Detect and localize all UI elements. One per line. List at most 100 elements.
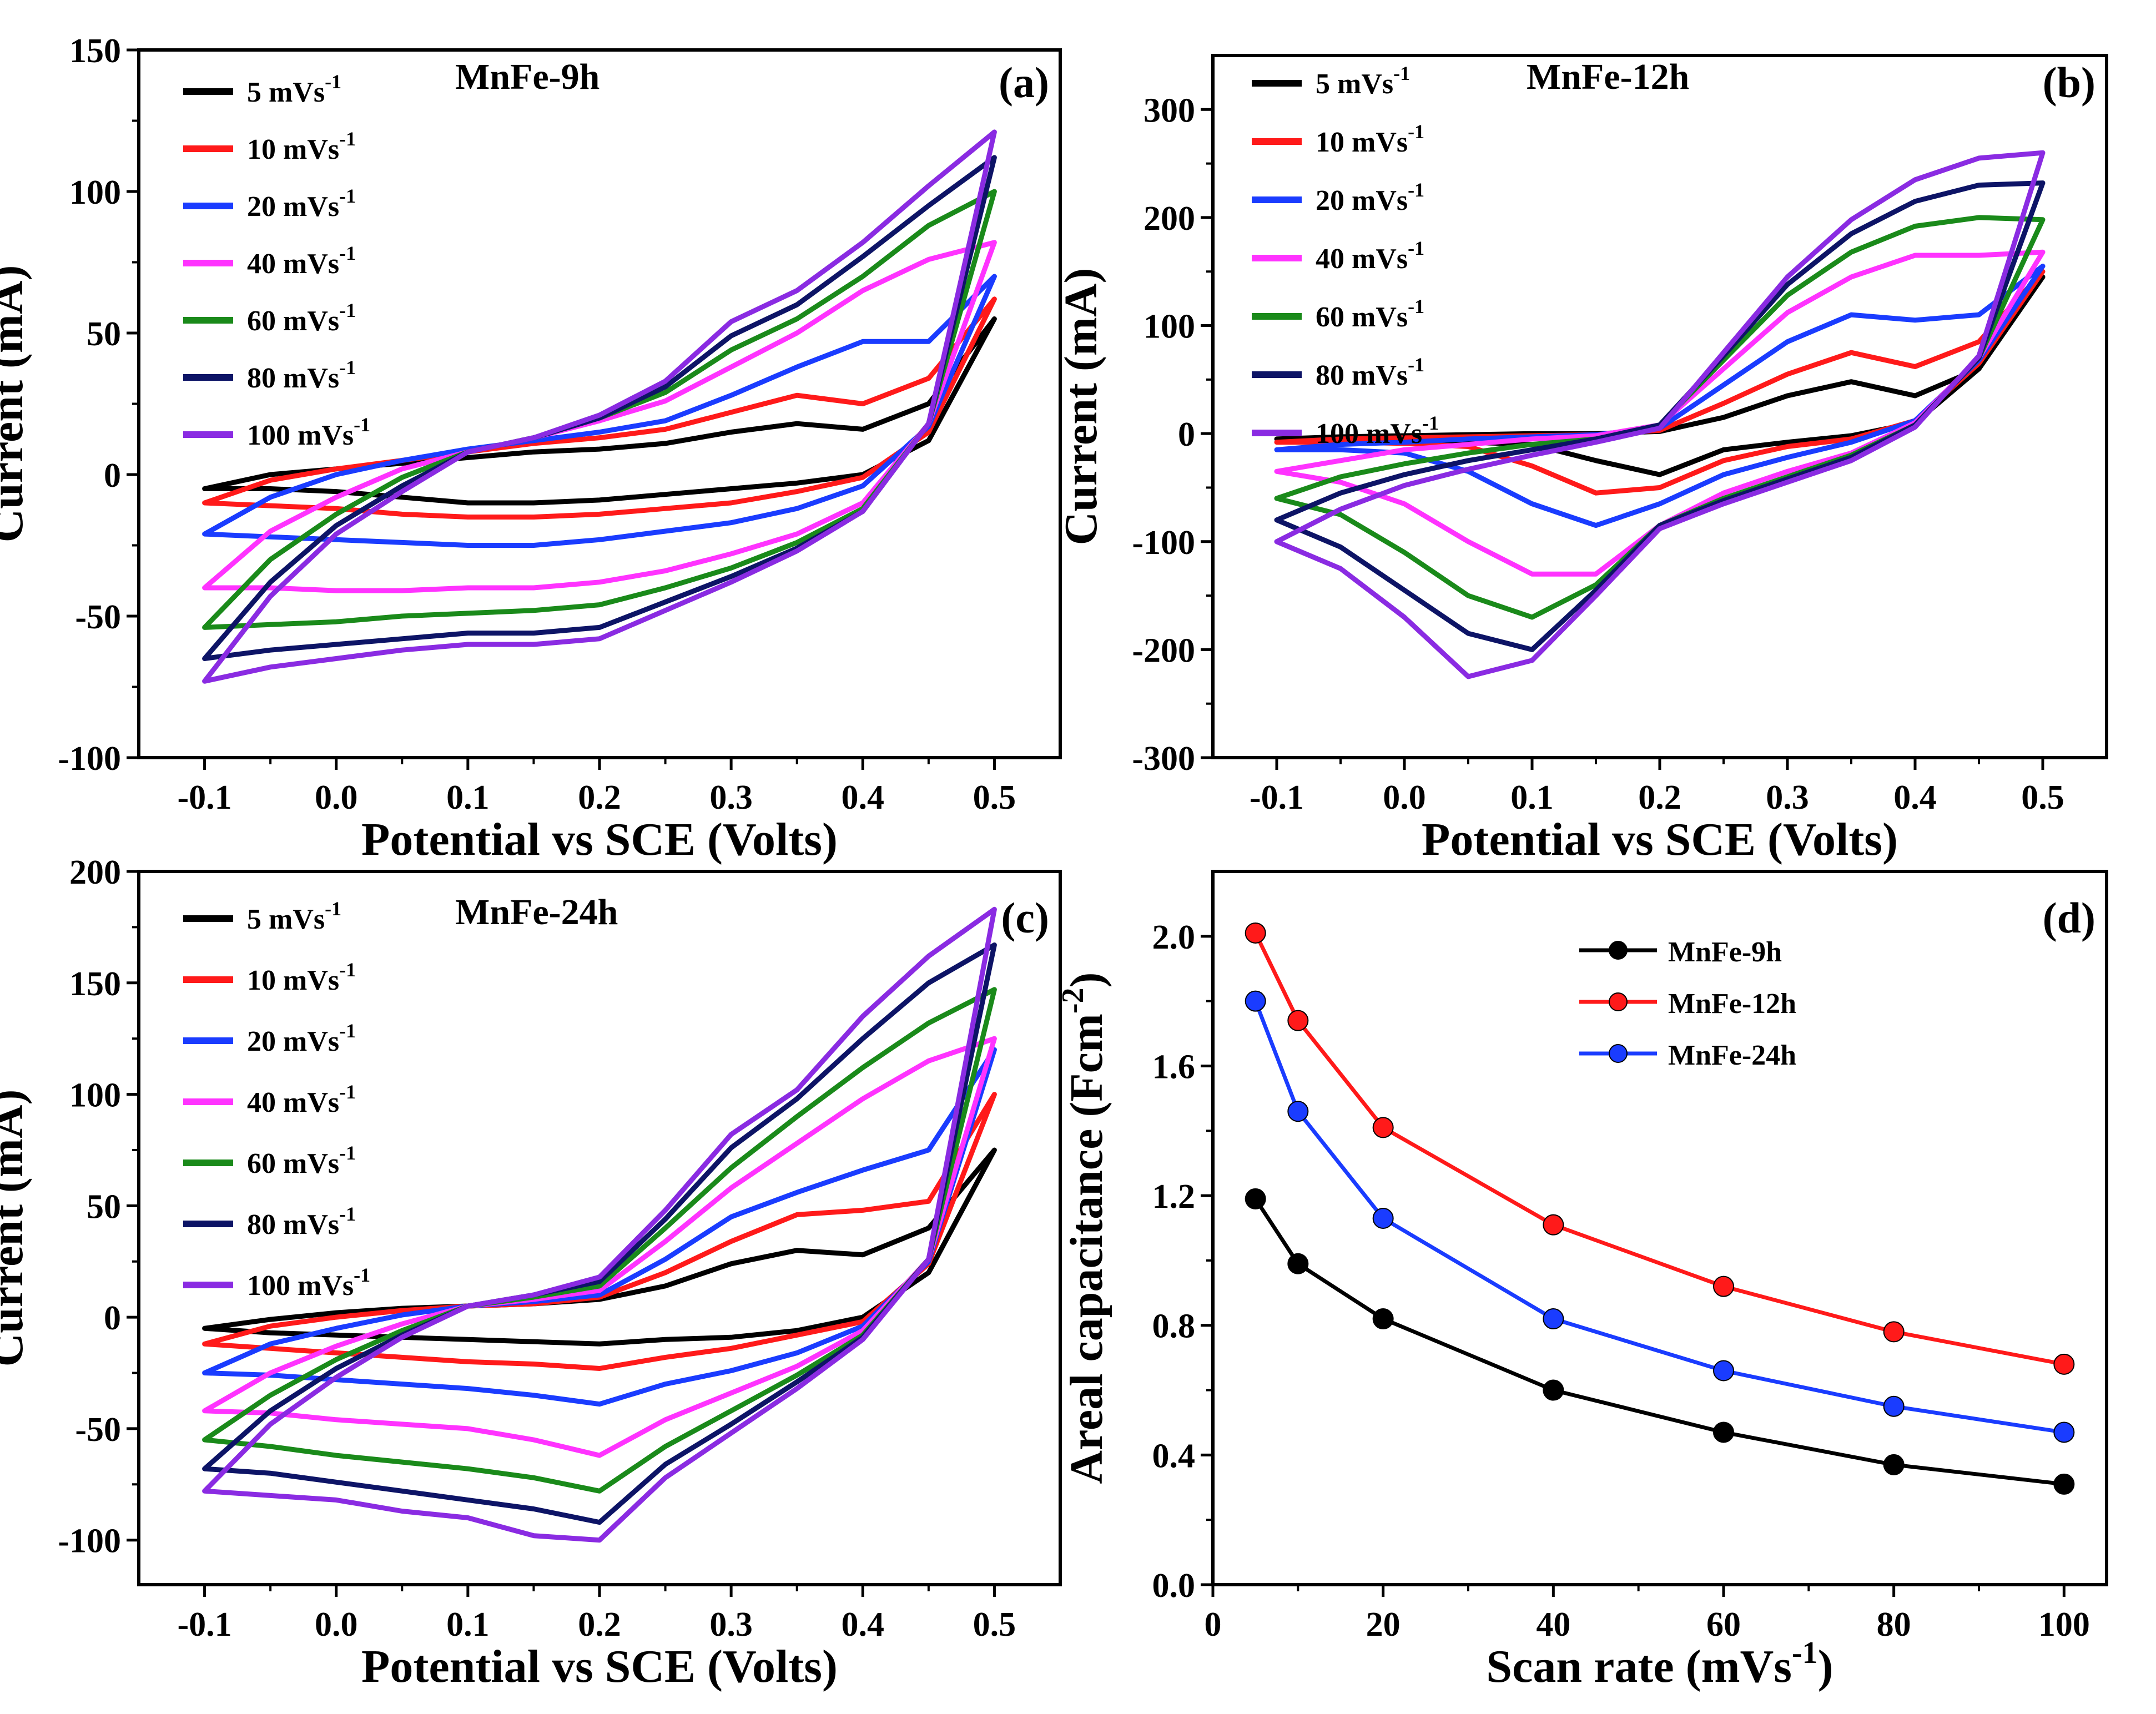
data-point-mnfe-24h [1883, 1395, 1905, 1417]
legend-label-100: 100 mVs-1 [1316, 412, 1439, 450]
y-tick-label: -100 [58, 740, 121, 778]
legend-label-40: 40 mVs-1 [1316, 237, 1424, 275]
data-point-mnfe-24h [1245, 990, 1266, 1012]
panel-title: MnFe-24h [455, 892, 618, 932]
x-tick-label: 0.1 [1510, 779, 1554, 816]
x-tick-label: 0.0 [1383, 779, 1426, 816]
legend-label-100: 100 mVs-1 [247, 414, 370, 451]
legend-marker-mnfe-12h [1609, 992, 1628, 1011]
x-tick-label: 0.3 [709, 779, 753, 816]
panel-letter: (c) [1001, 894, 1049, 942]
x-axis-title: Potential vs SCE (Volts) [361, 814, 838, 865]
cv-loop-40-mvs [1274, 249, 2046, 577]
y-tick-label: 0.4 [1152, 1437, 1196, 1475]
data-point-mnfe-9h [1245, 1188, 1266, 1209]
data-point-mnfe-12h [1883, 1321, 1905, 1343]
data-point-mnfe-12h [2053, 1353, 2075, 1375]
legend-label-60: 60 mVs-1 [247, 1142, 356, 1179]
legend-label-80: 80 mVs-1 [247, 356, 356, 394]
panel-title: MnFe-12h [1527, 57, 1689, 97]
data-point-mnfe-24h [1287, 1101, 1309, 1122]
series-line-mnfe-12h [1253, 932, 2064, 1367]
x-tick-label: 0.4 [842, 779, 885, 816]
x-tick-label: 0.2 [578, 779, 621, 816]
x-tick-label: 0.4 [842, 1606, 885, 1644]
y-tick-label: 0.0 [1152, 1567, 1196, 1605]
cv-loop-80-mvs [1274, 180, 2046, 652]
legend-label-100: 100 mVs-1 [247, 1264, 370, 1302]
x-tick-label: 40 [1536, 1606, 1570, 1644]
cv-loop-100-mvs [202, 129, 997, 684]
x-tick-label: 0.1 [446, 779, 490, 816]
panel-title: MnFe-9h [455, 57, 600, 97]
panel-d: 0 20 40 60 80 100 0.0 0.4 0.8 1.2 1.6 2.0 Scan rate … [1056, 870, 2108, 1692]
data-point-mnfe-9h [1713, 1421, 1734, 1443]
y-tick-label: 0 [1178, 416, 1195, 453]
legend-label-mnfe-12h: MnFe-12h [1668, 988, 1796, 1020]
data-point-mnfe-12h [1245, 922, 1266, 944]
legend-label-10: 10 mVs-1 [1316, 120, 1424, 158]
y-tick-label: 100 [69, 1077, 121, 1115]
legend-label-5: 5 mVs-1 [247, 70, 341, 108]
y-axis-title: Current (mA) [0, 1090, 33, 1367]
legend-label-40: 40 mVs-1 [247, 1081, 356, 1118]
data-point-mnfe-12h [1713, 1276, 1734, 1297]
x-tick-label: 0.5 [973, 1606, 1016, 1644]
y-tick-label: -50 [75, 598, 121, 636]
x-tick-label: 0.3 [709, 1606, 753, 1644]
y-tick-label: 50 [87, 315, 121, 353]
cv-loop-100-mvs [1274, 150, 2046, 679]
x-tick-label: -0.1 [1250, 779, 1304, 816]
x-axis-title: Potential vs SCE (Volts) [361, 1641, 838, 1692]
data-point-mnfe-12h [1372, 1117, 1394, 1138]
y-tick-label: 200 [69, 854, 121, 891]
data-point-mnfe-24h [1543, 1308, 1564, 1330]
legend-label-80: 80 mVs-1 [1316, 354, 1424, 391]
x-tick-label: 0.4 [1893, 779, 1937, 816]
legend-marker-mnfe-24h [1609, 1044, 1628, 1063]
cv-loop-20-mvs [202, 274, 997, 548]
y-tick-label: 0 [104, 1299, 121, 1337]
y-tick-label: 2.0 [1152, 919, 1196, 956]
y-axis-title: Current (mA) [0, 265, 33, 543]
legend-label-10: 10 mVs-1 [247, 128, 356, 165]
x-tick-label: -0.1 [177, 779, 231, 816]
legend-label-mnfe-24h: MnFe-24h [1668, 1040, 1796, 1071]
legend-label-20: 20 mVs-1 [247, 1020, 356, 1057]
x-axis-title: Potential vs SCE (Volts) [1422, 814, 1898, 865]
panel-letter: (d) [2043, 894, 2095, 942]
data-point-mnfe-9h [1287, 1253, 1309, 1274]
x-axis-title: Scan rate (mVs-1) [1486, 1636, 1833, 1692]
panel-a: -0.1 0.0 0.1 0.2 0.3 0.4 0.5 -100 -50 0 50 100 150 Po… [0, 32, 1062, 865]
y-axis-title: Current (mA) [1055, 268, 1107, 546]
x-tick-label: 100 [2038, 1606, 2090, 1644]
data-point-mnfe-12h [1287, 1010, 1309, 1031]
cv-loop-5-mvs [202, 316, 997, 506]
data-point-mnfe-9h [1372, 1308, 1394, 1330]
legend-label-20: 20 mVs-1 [1316, 179, 1424, 216]
data-point-mnfe-24h [1713, 1360, 1734, 1382]
legend-label-80: 80 mVs-1 [247, 1203, 356, 1241]
x-tick-label: 0.5 [2021, 779, 2064, 816]
y-tick-label: 50 [87, 1188, 121, 1226]
y-tick-label: 1.2 [1152, 1178, 1196, 1216]
data-point-mnfe-9h [1543, 1379, 1564, 1401]
y-tick-label: 100 [69, 174, 121, 211]
y-tick-label: -100 [58, 1523, 121, 1560]
y-tick-label: 150 [69, 965, 121, 1003]
x-tick-label: 0.5 [973, 779, 1016, 816]
data-point-mnfe-24h [2053, 1421, 2075, 1443]
legend-label-60: 60 mVs-1 [247, 299, 356, 337]
data-point-mnfe-24h [1372, 1207, 1394, 1229]
x-tick-label: 0 [1205, 1606, 1222, 1644]
legend-marker-mnfe-9h [1609, 941, 1628, 960]
x-tick-label: 0.0 [315, 1606, 358, 1644]
x-tick-label: 80 [1877, 1606, 1911, 1644]
x-tick-label: 0.2 [578, 1606, 621, 1644]
legend-label-40: 40 mVs-1 [247, 242, 356, 280]
y-tick-label: 0.8 [1152, 1308, 1196, 1345]
panel-c: -0.1 0.0 0.1 0.2 0.3 0.4 0.5 -100 -50 0 50 100 150 20… [0, 854, 1062, 1692]
y-axis-title: Areal capacitance (Fcm-2) [1056, 972, 1112, 1484]
x-tick-label: 0.3 [1766, 779, 1809, 816]
